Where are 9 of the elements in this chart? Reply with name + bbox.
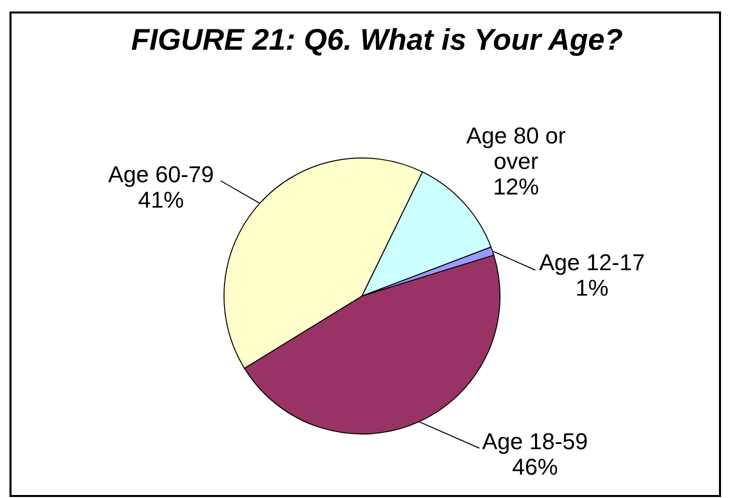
slice-label: Age 80 or over: [466, 127, 566, 170]
slice-label: Age 18-59: [482, 433, 587, 454]
data-label: 12%: [494, 178, 538, 195]
data-label: 41%: [138, 192, 184, 208]
chart-title: FIGURE 21: Q6. What is Your Age?: [132, 28, 622, 56]
slice-label: Age 12-17: [539, 254, 644, 275]
data-label: 1%: [577, 280, 608, 296]
slice-label: Age 60-79: [108, 166, 213, 187]
data-label: 46%: [512, 458, 558, 475]
